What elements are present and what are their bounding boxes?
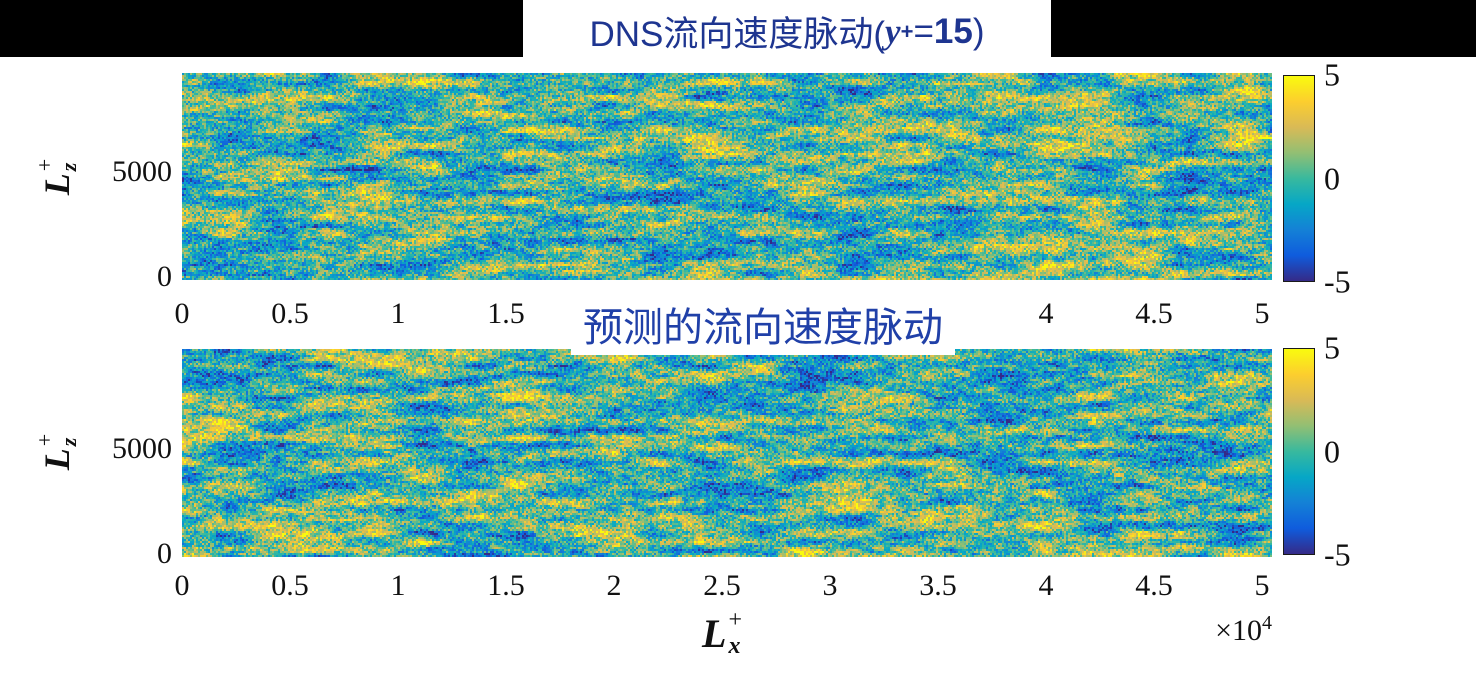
x-axis-multiplier: ×104 bbox=[1215, 612, 1272, 648]
colorbar-tick-dns: -5 bbox=[1324, 263, 1351, 300]
x-axis-label-sup: + bbox=[728, 607, 742, 633]
x-tick-predicted: 2.5 bbox=[703, 569, 741, 602]
y-axis-label-sup: + bbox=[32, 433, 57, 447]
y-tick-predicted: 0 bbox=[157, 537, 172, 570]
colorbar-tick-predicted: -5 bbox=[1324, 536, 1351, 573]
y-axis-label-base: L bbox=[37, 173, 77, 196]
x-tick-predicted: 3 bbox=[822, 569, 838, 602]
x-axis-label-sub: x bbox=[728, 633, 741, 659]
dns-title-math-sup: + bbox=[900, 18, 914, 44]
heatmap-dns bbox=[182, 73, 1272, 280]
heatmap-predicted bbox=[182, 349, 1272, 557]
colorbar-tick-dns: 0 bbox=[1324, 160, 1340, 196]
x-tick-predicted: 5 bbox=[1254, 569, 1270, 602]
predicted-plot-title: 预测的流向速度脉动 bbox=[571, 293, 955, 355]
y-axis-label-dns: L + z bbox=[32, 158, 81, 196]
y-axis-label-sub: z bbox=[56, 437, 81, 447]
dns-title-close: ) bbox=[972, 11, 985, 51]
x-tick-dns: 5 bbox=[1254, 297, 1270, 330]
x-axis-label-scripts: + x bbox=[728, 608, 742, 658]
y-axis-label-sup: + bbox=[32, 158, 57, 172]
x-tick-predicted: 0 bbox=[174, 569, 190, 602]
colorbar-tick-predicted: 0 bbox=[1324, 433, 1340, 469]
y-axis-label-sub: z bbox=[56, 162, 81, 172]
x-tick-dns: 4.5 bbox=[1135, 297, 1173, 330]
y-tick-dns: 0 bbox=[157, 260, 172, 293]
y-axis-label-base: L bbox=[37, 448, 77, 471]
x-tick-predicted: 4 bbox=[1038, 569, 1054, 602]
x-tick-dns: 4 bbox=[1038, 297, 1054, 330]
x-axis-multiplier-base: ×10 bbox=[1215, 614, 1262, 647]
x-axis-multiplier-exp: 4 bbox=[1262, 612, 1272, 634]
y-tick-predicted: 5000 bbox=[112, 431, 172, 465]
x-tick-dns: 1 bbox=[390, 297, 406, 330]
x-axis-label: L + x bbox=[702, 608, 742, 658]
x-tick-dns: 1.5 bbox=[487, 297, 525, 330]
dns-title-math-var: y bbox=[885, 11, 901, 51]
y-axis-label-predicted: L + z bbox=[32, 433, 81, 471]
x-tick-predicted: 3.5 bbox=[919, 569, 957, 602]
x-axis-label-base: L bbox=[702, 610, 727, 656]
dns-title-prefix: DNS流向速度脉动( bbox=[589, 15, 886, 54]
dns-title-equals: = bbox=[913, 11, 934, 51]
x-tick-predicted: 1 bbox=[390, 569, 406, 602]
y-axis-label-scripts: + z bbox=[32, 433, 81, 447]
x-tick-predicted: 1.5 bbox=[487, 569, 525, 602]
y-axis-label-scripts: + z bbox=[32, 158, 81, 172]
dns-plot-title: DNS流向速度脉动(y + = 15) bbox=[523, 0, 1051, 63]
x-tick-predicted: 2 bbox=[606, 569, 622, 602]
colorbar-predicted bbox=[1283, 348, 1315, 555]
x-tick-dns: 0.5 bbox=[271, 297, 309, 330]
x-tick-dns: 0 bbox=[174, 297, 190, 330]
colorbar-tick-dns: 5 bbox=[1324, 56, 1340, 93]
colorbar-dns bbox=[1283, 75, 1315, 282]
colorbar-tick-predicted: 5 bbox=[1324, 329, 1340, 366]
y-tick-dns: 5000 bbox=[112, 155, 172, 189]
x-tick-predicted: 0.5 bbox=[271, 569, 309, 602]
dns-title-value: 15 bbox=[933, 11, 973, 51]
x-tick-predicted: 4.5 bbox=[1135, 569, 1173, 602]
